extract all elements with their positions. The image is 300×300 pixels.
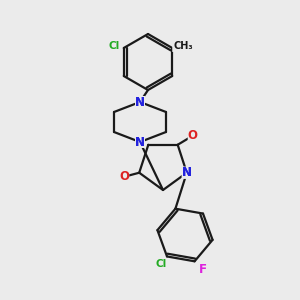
Text: N: N bbox=[135, 95, 145, 109]
Text: Cl: Cl bbox=[155, 260, 167, 269]
FancyBboxPatch shape bbox=[135, 136, 145, 148]
Text: N: N bbox=[182, 166, 192, 179]
Text: N: N bbox=[135, 136, 145, 148]
FancyBboxPatch shape bbox=[182, 167, 192, 179]
FancyBboxPatch shape bbox=[135, 136, 145, 148]
Text: O: O bbox=[119, 170, 129, 183]
Text: N: N bbox=[135, 136, 145, 148]
Text: N: N bbox=[135, 95, 145, 109]
FancyBboxPatch shape bbox=[198, 263, 208, 275]
FancyBboxPatch shape bbox=[182, 167, 192, 179]
Text: F: F bbox=[199, 263, 207, 276]
FancyBboxPatch shape bbox=[135, 96, 145, 108]
Text: Cl: Cl bbox=[108, 41, 119, 51]
FancyBboxPatch shape bbox=[188, 130, 198, 142]
FancyBboxPatch shape bbox=[172, 40, 194, 52]
FancyBboxPatch shape bbox=[106, 40, 122, 52]
FancyBboxPatch shape bbox=[153, 258, 169, 270]
Text: O: O bbox=[188, 129, 198, 142]
Text: CH₃: CH₃ bbox=[173, 41, 193, 51]
FancyBboxPatch shape bbox=[135, 96, 145, 108]
FancyBboxPatch shape bbox=[119, 171, 129, 183]
Text: N: N bbox=[182, 166, 192, 179]
